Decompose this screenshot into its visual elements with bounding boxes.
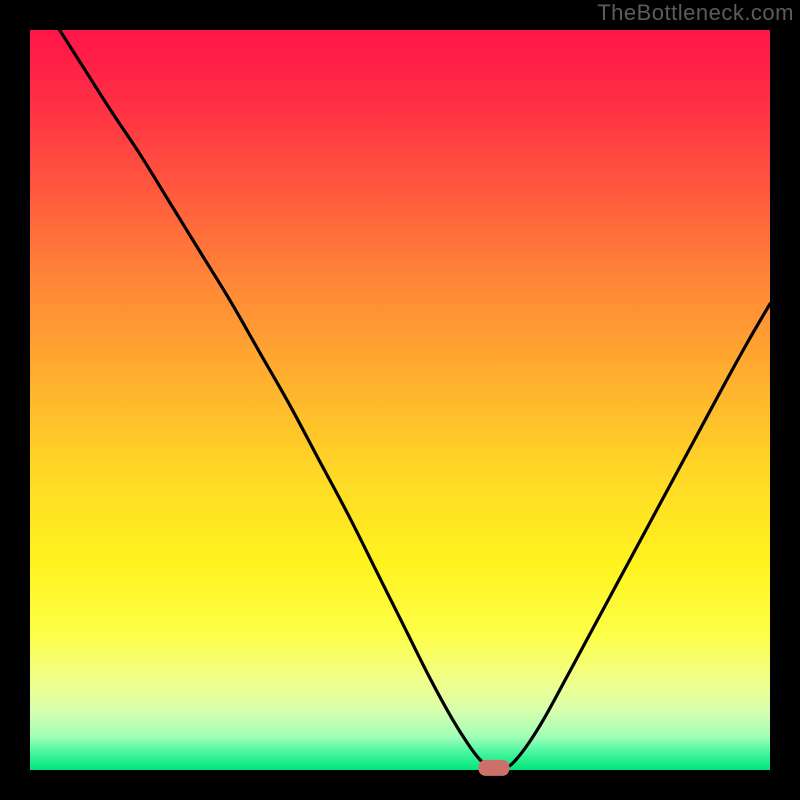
chart-outer-frame: TheBottleneck.com — [0, 0, 800, 800]
watermark-text: TheBottleneck.com — [597, 0, 794, 26]
chart-plot-area — [30, 30, 770, 770]
chart-min-marker — [478, 760, 509, 776]
chart-curve — [30, 30, 770, 770]
